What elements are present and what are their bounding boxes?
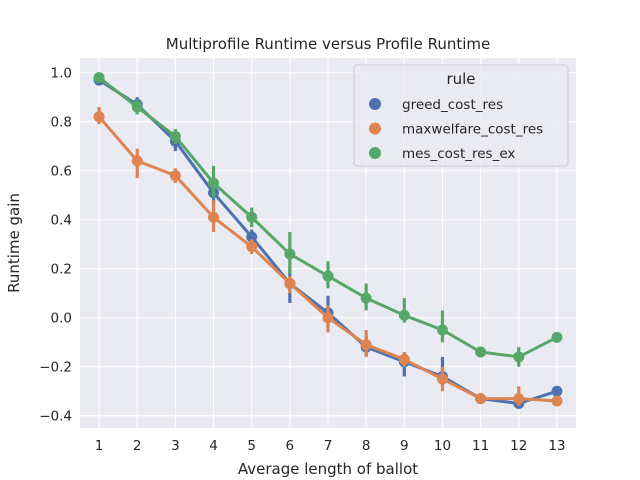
data-point: [93, 72, 105, 84]
data-point: [360, 292, 372, 304]
y-tick-label: 0.0: [51, 311, 72, 327]
x-tick-label: 4: [209, 438, 218, 454]
data-point: [551, 395, 563, 407]
legend-title: rule: [446, 70, 475, 88]
data-point: [284, 277, 296, 289]
data-point: [208, 177, 220, 189]
data-point: [131, 101, 143, 113]
x-tick-label: 12: [510, 438, 527, 454]
x-tick-label: 1: [95, 438, 104, 454]
series-mes_cost_res_ex: [93, 72, 563, 367]
x-tick-label: 2: [133, 438, 142, 454]
y-tick-label: 0.2: [51, 262, 72, 278]
legend-marker: [369, 122, 381, 135]
legend-marker: [369, 147, 381, 159]
data-point: [131, 155, 143, 167]
y-tick-label: 0.8: [51, 115, 72, 131]
data-point: [436, 324, 448, 336]
y-tick-label: 1.0: [51, 66, 72, 82]
data-point: [360, 339, 372, 351]
data-point: [169, 170, 181, 182]
data-point: [284, 248, 296, 260]
legend: rule greed_cost_res maxwelfare_cost_resme…: [353, 64, 569, 167]
data-point: [398, 353, 410, 365]
data-point: [169, 130, 181, 142]
series-maxwelfare_cost_res: [93, 107, 563, 407]
y-tick-label: 0.6: [51, 164, 72, 180]
data-point: [208, 211, 220, 223]
data-point: [475, 393, 487, 405]
data-point: [246, 231, 258, 243]
x-tick-label: 11: [472, 438, 489, 454]
legend-box: [353, 64, 569, 167]
x-tick-label: 13: [548, 438, 565, 454]
x-tick-label: 9: [400, 438, 409, 454]
y-tick-label: −0.4: [39, 409, 72, 425]
x-tick-label: 10: [434, 438, 451, 454]
legend-label: mes_cost_res_ex: [402, 146, 515, 162]
legend-item: mes_cost_res_ex: [369, 146, 515, 162]
chart-title: Multiprofile Runtime versus Profile Runt…: [166, 35, 490, 53]
legend-label: greed_cost_res: [402, 97, 503, 113]
data-point: [322, 270, 334, 282]
legend-items: greed_cost_res maxwelfare_cost_res mes_cos…: [369, 97, 543, 162]
data-point: [551, 385, 563, 397]
data-point: [475, 346, 487, 358]
legend-marker: [369, 98, 381, 110]
series-layer: [93, 72, 563, 409]
data-point: [246, 211, 258, 223]
data-point: [513, 351, 525, 363]
x-tick-label: 5: [247, 438, 256, 454]
x-tick-labels: 1 2 3 4 5 6 7 8 9 10 11 12 13: [95, 438, 566, 454]
y-axis-label: Runtime gain: [5, 193, 23, 293]
x-tick-label: 8: [362, 438, 371, 454]
y-tick-label: −0.2: [39, 360, 72, 376]
data-point: [93, 111, 105, 123]
data-point: [322, 312, 334, 324]
data-point: [513, 393, 525, 405]
x-tick-label: 7: [324, 438, 333, 454]
legend-label: maxwelfare_cost_res: [402, 122, 543, 138]
legend-item: maxwelfare_cost_res: [369, 122, 543, 138]
legend-item: greed_cost_res: [369, 97, 503, 113]
y-tick-label: 0.4: [51, 213, 72, 229]
x-tick-label: 3: [171, 438, 180, 454]
data-point: [551, 331, 563, 343]
data-point: [436, 373, 448, 385]
data-point: [246, 241, 258, 253]
data-point: [398, 309, 410, 321]
y-tick-labels: −0.4 −0.2 0.0 0.2 0.4 0.6 0.8 1.0: [39, 66, 72, 425]
x-axis-label: Average length of ballot: [238, 460, 418, 478]
x-tick-label: 6: [286, 438, 295, 454]
